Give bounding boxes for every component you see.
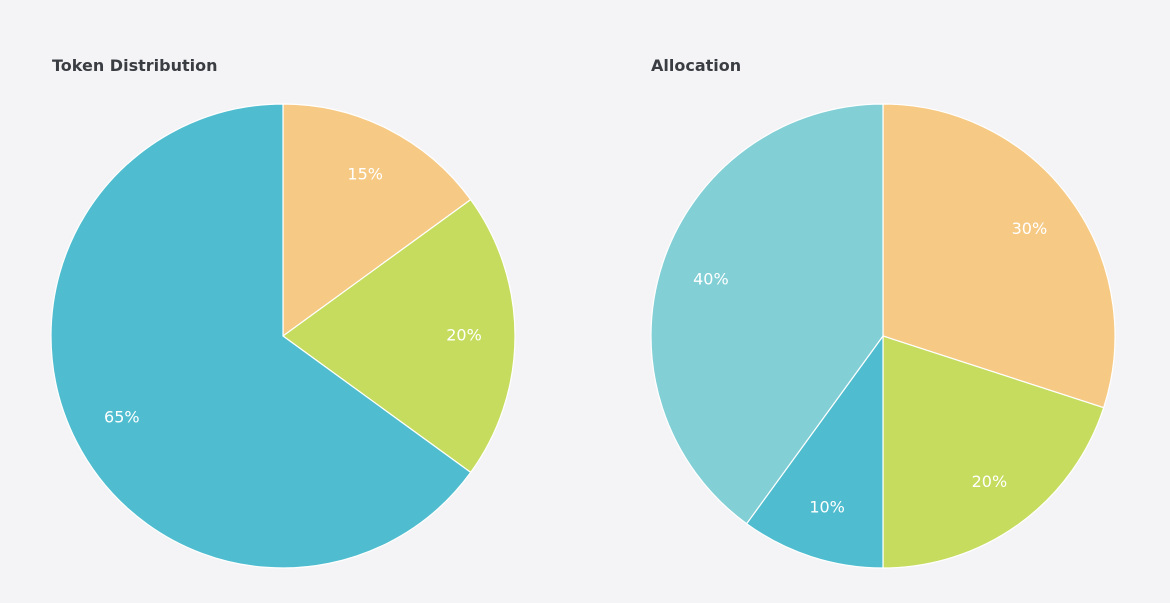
slice-label: 10%: [809, 498, 845, 517]
pie-slice: [882, 103, 1116, 409]
pie-chart: 15% 20% 65%: [50, 103, 516, 569]
pie-slice: [282, 103, 472, 338]
slice-label: 30%: [1012, 219, 1048, 238]
chart-panel-token-distribution: Token Distribution 15% 20% 65%: [50, 56, 516, 569]
slice-label: 20%: [972, 472, 1008, 491]
pie-slice: [281, 198, 516, 474]
pie-slice: [882, 335, 1105, 569]
slice-label: 20%: [446, 326, 482, 345]
pie-slice: [745, 334, 884, 569]
slice-label: 15%: [347, 164, 383, 183]
chart-title: Token Distribution: [52, 56, 218, 75]
pie-chart: 30% 20% 10% 40%: [650, 103, 1116, 569]
chart-panel-allocation: Allocation 30% 20% 10% 40%: [585, 0, 1170, 603]
slice-label: 65%: [104, 408, 140, 427]
chart-title: Allocation: [651, 56, 742, 75]
slice-label: 40%: [693, 270, 729, 289]
pie-slice: [650, 103, 884, 525]
pie-slice: [50, 103, 472, 569]
